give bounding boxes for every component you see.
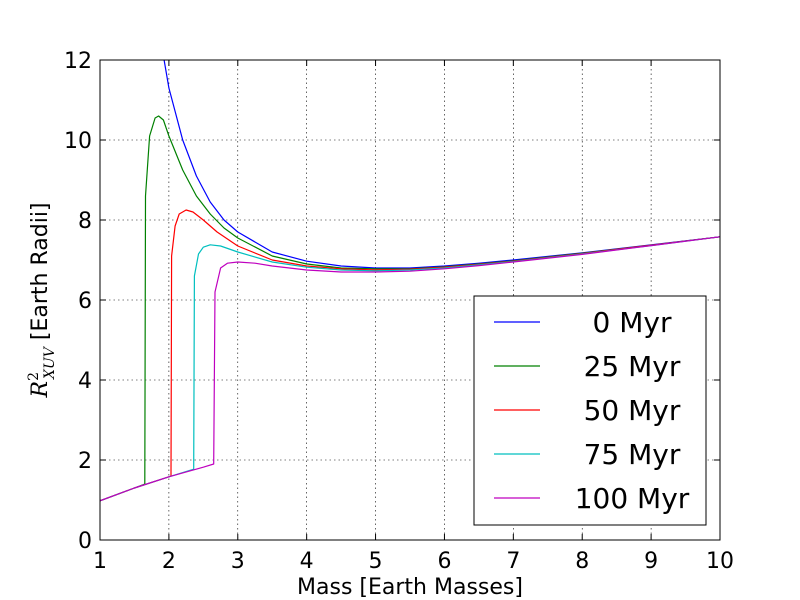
legend-label-2: 50 Myr (584, 394, 681, 427)
x-tick-label: 8 (575, 549, 589, 574)
x-tick-label: 9 (644, 549, 658, 574)
y-tick-label: 4 (78, 369, 92, 394)
y-tick-label: 6 (78, 289, 92, 314)
y-tick-label: 8 (78, 209, 92, 234)
x-tick-label: 10 (706, 549, 734, 574)
legend: 0 Myr 25 Myr 50 Myr 75 Myr 100 Myr (473, 295, 707, 526)
y-tick-label: 10 (64, 129, 92, 154)
y-axis-label-symbol: R (28, 381, 53, 399)
x-tick-label: 1 (93, 549, 107, 574)
y-axis-label: R2XUV [Earth Radii] (26, 202, 58, 398)
x-axis-label: Mass [Earth Masses] (297, 575, 523, 600)
legend-label-3: 75 Myr (584, 438, 681, 471)
y-axis-label-units: [Earth Radii] (28, 202, 53, 347)
x-tick-label: 6 (437, 549, 451, 574)
svg-text:R2XUV [Earth Radii]: R2XUV [Earth Radii] (26, 202, 58, 398)
y-tick-label: 2 (78, 449, 92, 474)
legend-label-0: 0 Myr (593, 306, 672, 339)
x-tick-label: 7 (506, 549, 520, 574)
x-tick-label: 2 (162, 549, 176, 574)
x-tick-label: 4 (300, 549, 314, 574)
y-tick-label: 0 (78, 529, 92, 554)
legend-label-1: 25 Myr (584, 350, 681, 383)
y-axis-label-superscript: 2 (26, 372, 42, 381)
legend-label-4: 100 Myr (575, 482, 690, 515)
series-line-0 (163, 60, 720, 269)
x-tick-label: 3 (231, 549, 245, 574)
y-axis-label-subscript: XUV (42, 345, 58, 380)
y-tick-label: 12 (64, 49, 92, 74)
series-line-4 (100, 236, 720, 502)
series-lines (100, 60, 720, 502)
x-tick-label: 5 (369, 549, 383, 574)
